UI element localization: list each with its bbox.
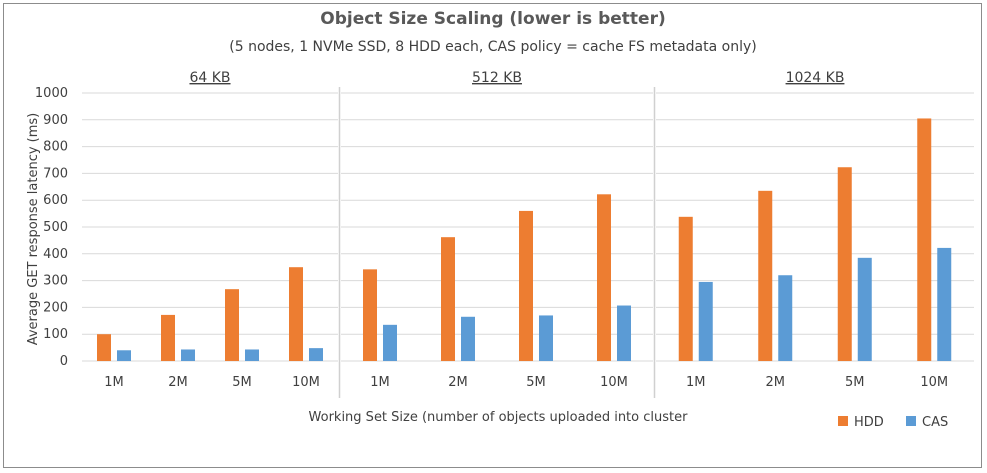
- bar-cas: [383, 324, 397, 361]
- x-tick-label: 2M: [168, 375, 188, 390]
- x-tick-label: 1M: [104, 375, 124, 390]
- x-tick-label: 10M: [920, 375, 948, 390]
- y-tick-label: 700: [43, 166, 68, 181]
- bar-hdd: [363, 269, 377, 361]
- x-tick-label: 5M: [526, 375, 546, 390]
- bar-hdd: [289, 267, 303, 361]
- y-tick-label: 400: [43, 247, 68, 262]
- bar-cas: [857, 257, 872, 361]
- legend-label-hdd: HDD: [854, 415, 884, 430]
- y-tick-label: 100: [43, 327, 68, 342]
- y-tick-label: 300: [43, 274, 68, 289]
- bar-cas: [937, 247, 952, 361]
- bar-hdd: [758, 190, 773, 361]
- bar-hdd: [519, 210, 533, 361]
- x-tick-label: 5M: [232, 375, 252, 390]
- bar-cas: [539, 315, 553, 361]
- legend-swatch-hdd: [838, 416, 848, 426]
- bar-hdd: [837, 167, 852, 361]
- panel-title: 64 KB: [189, 70, 230, 86]
- bar-hdd: [97, 334, 111, 361]
- bar-cas: [245, 349, 259, 361]
- plot-area: 0 100 200 300 400 500 600 700 800 900 1000 64 KB 1M 2…: [35, 70, 974, 398]
- bar-hdd: [597, 194, 611, 361]
- y-tick-label: 900: [43, 113, 68, 128]
- x-tick-label: 5M: [845, 375, 865, 390]
- panel-title: 512 KB: [472, 70, 522, 86]
- bar-hdd: [917, 118, 932, 362]
- legend-swatch-cas: [906, 416, 916, 426]
- panel-2: 512 KB 1M 2M 5M 10M: [341, 70, 653, 390]
- x-tick-label: 10M: [292, 375, 320, 390]
- y-tick-label: 600: [43, 193, 68, 208]
- x-tick-label: 1M: [686, 375, 706, 390]
- bar-cas: [617, 305, 631, 361]
- x-tick-label: 10M: [600, 375, 628, 390]
- chart-frame: [3, 3, 982, 468]
- y-axis-label: Average GET response latency (ms): [26, 113, 41, 346]
- x-tick-label: 2M: [766, 375, 786, 390]
- bar-hdd: [678, 216, 693, 361]
- x-tick-label: 2M: [448, 375, 468, 390]
- y-tick-label: 0: [60, 354, 68, 369]
- x-tick-label: 1M: [370, 375, 390, 390]
- bar-hdd: [161, 314, 175, 361]
- legend: HDD CAS: [838, 415, 948, 430]
- y-tick-label: 500: [43, 220, 68, 235]
- bar-hdd: [225, 289, 239, 361]
- panel-3: 1024 KB 1M 2M 5M 10M: [656, 70, 974, 390]
- chart-subtitle: (5 nodes, 1 NVMe SSD, 8 HDD each, CAS po…: [229, 39, 756, 55]
- y-tick-label: 1000: [35, 86, 68, 101]
- bar-cas: [778, 275, 793, 361]
- y-tick-label: 200: [43, 300, 68, 315]
- bar-cas: [181, 349, 195, 361]
- bar-cas: [117, 350, 131, 361]
- bar-cas: [309, 348, 323, 361]
- y-tick-label: 800: [43, 140, 68, 155]
- bar-cas: [461, 316, 475, 361]
- chart-title: Object Size Scaling (lower is better): [320, 9, 665, 29]
- x-axis-label: Working Set Size (number of objects uplo…: [309, 410, 689, 425]
- panel-title: 1024 KB: [786, 70, 845, 86]
- legend-label-cas: CAS: [922, 415, 948, 430]
- bar-hdd: [441, 237, 455, 361]
- bar-cas: [698, 281, 713, 361]
- panel-1: 64 KB 1M 2M 5M 10M: [82, 70, 338, 390]
